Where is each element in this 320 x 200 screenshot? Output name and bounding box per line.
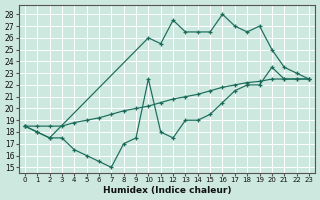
X-axis label: Humidex (Indice chaleur): Humidex (Indice chaleur) <box>103 186 231 195</box>
